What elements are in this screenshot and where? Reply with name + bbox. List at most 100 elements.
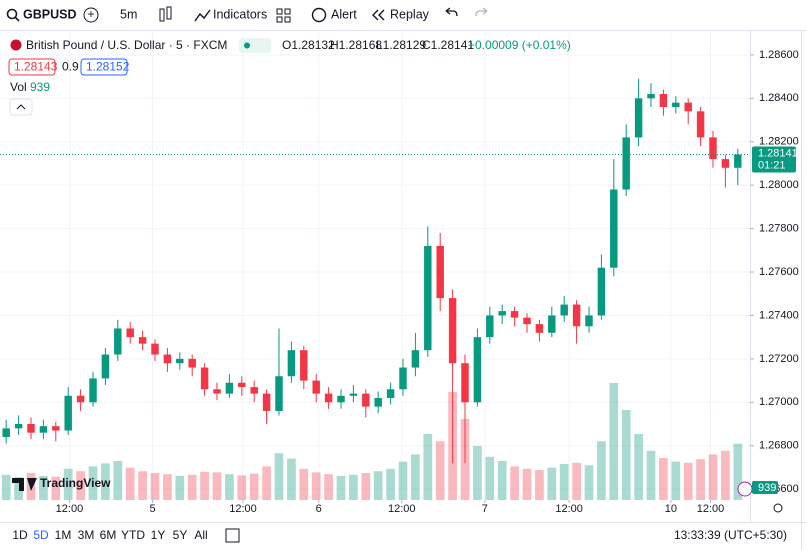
- collapse-legend[interactable]: [9, 98, 33, 116]
- y-tick-label: 1.28000: [759, 179, 799, 191]
- ohlc-open: O1.28132: [282, 38, 335, 52]
- volume-bar: [646, 450, 656, 500]
- search-icon-handle: [14, 16, 20, 22]
- grid: [0, 31, 750, 500]
- x-tick-label: 7: [482, 503, 488, 515]
- volume-bar: [299, 468, 309, 500]
- volume-bar: [349, 474, 358, 500]
- candle-body: [684, 102, 692, 112]
- volume-bar: [51, 476, 61, 500]
- candle-body: [386, 389, 395, 398]
- range-button[interactable]: 6M: [100, 528, 117, 542]
- candle-body: [287, 350, 296, 377]
- volume-bar: [510, 466, 519, 500]
- layout-icon-part: [284, 16, 291, 23]
- date-range-button[interactable]: [225, 528, 240, 543]
- ohlc-high: H1.28168: [330, 38, 382, 52]
- watermark: TradingView: [40, 476, 111, 490]
- bid-price: 1.28143: [14, 60, 58, 74]
- replay-button[interactable]: Replay: [390, 7, 430, 21]
- candle-body: [498, 311, 506, 316]
- volume-bar: [200, 471, 209, 500]
- indicators-icon: [194, 9, 211, 22]
- range-button[interactable]: YTD: [121, 528, 145, 542]
- volume-bar: [535, 470, 544, 500]
- settings-button[interactable]: [773, 503, 783, 513]
- range-button[interactable]: 5Y: [173, 528, 188, 542]
- symbol[interactable]: GBPUSD: [23, 7, 76, 21]
- search-icon[interactable]: [6, 8, 18, 20]
- candle-body: [721, 159, 730, 168]
- candle-body: [262, 393, 271, 411]
- volume-bar: [683, 462, 693, 500]
- last-volume-label: 939: [758, 482, 776, 494]
- layout-icon[interactable]: [276, 8, 283, 15]
- volume-bar: [373, 471, 383, 500]
- candle-body: [659, 93, 668, 107]
- candle-body: [126, 328, 134, 338]
- chart-type-icon[interactable]: [159, 8, 165, 22]
- y-tick-label: 1.28600: [759, 49, 799, 61]
- candle-body: [548, 315, 556, 333]
- range-button[interactable]: 3M: [78, 528, 95, 542]
- candle-body: [324, 393, 333, 403]
- logo-icon: [12, 478, 37, 491]
- candle-body: [461, 363, 469, 403]
- range-button[interactable]: 5D: [33, 528, 49, 542]
- volume-bar: [324, 474, 333, 500]
- axes: 1.266001.268001.270001.272001.274001.276…: [56, 49, 799, 515]
- volume-bar: [212, 472, 222, 500]
- candle-body: [424, 245, 432, 351]
- undo-button[interactable]: [445, 7, 458, 17]
- toolbar: GBPUSD + 5m Indicators Alert Replay: [0, 6, 807, 31]
- alert-icon: [311, 7, 327, 23]
- candle-body: [151, 343, 159, 355]
- alert-button[interactable]: Alert: [331, 7, 357, 21]
- volume-bar: [721, 450, 730, 500]
- candle-body: [52, 426, 60, 431]
- range-button[interactable]: 1M: [55, 528, 72, 542]
- volume-bar: [411, 454, 420, 500]
- buy-button[interactable]: [80, 58, 128, 76]
- candle-body: [225, 382, 234, 394]
- candle-body: [399, 367, 407, 390]
- volume-bar: [63, 468, 73, 500]
- volume-icon: [737, 481, 753, 497]
- volume-bar: [435, 441, 445, 500]
- candle-body: [374, 397, 382, 407]
- range-button[interactable]: All: [194, 528, 207, 542]
- x-tick-label: 12:00: [555, 503, 583, 515]
- candle-body: [349, 393, 358, 396]
- candle-body: [337, 395, 345, 403]
- candle-body: [76, 395, 85, 403]
- range-button[interactable]: 1D: [12, 528, 28, 542]
- interval[interactable]: 5m: [120, 7, 137, 21]
- candle-body: [572, 304, 581, 327]
- volume-bar: [113, 461, 123, 500]
- volume-bar: [386, 468, 395, 500]
- last-price-tag: [752, 146, 796, 173]
- x-tick-label: 12:00: [56, 503, 84, 515]
- candle-body: [250, 387, 258, 394]
- volume-bar: [522, 468, 532, 500]
- layout-icon-part: [284, 8, 291, 15]
- sell-button[interactable]: [8, 58, 56, 76]
- range-button[interactable]: 1Y: [151, 528, 166, 542]
- spread: 0.9: [62, 60, 79, 74]
- ohlc-low: L1.28129: [376, 38, 426, 52]
- volume-bar: [76, 471, 85, 500]
- volume-value: 939: [30, 80, 50, 94]
- compare-button[interactable]: [83, 7, 99, 23]
- candle-body: [647, 93, 655, 99]
- legend: British Pound / U.S. Dollar · 5 · FXCM O…: [8, 38, 571, 116]
- candle-body: [27, 424, 35, 433]
- market-status[interactable]: [239, 38, 271, 53]
- volume-bar: [287, 458, 296, 500]
- volume-bar: [1, 474, 11, 500]
- footer: 13:33:39 (UTC+5:30) 1D 5D 1M 3M 6M YTD 1Y 5Y All: [12, 503, 787, 543]
- candle-body: [275, 376, 283, 411]
- indicators-button[interactable]: Indicators: [213, 7, 267, 21]
- volume-bar: [88, 466, 98, 500]
- candle-body: [64, 395, 72, 431]
- redo-button[interactable]: [475, 7, 488, 17]
